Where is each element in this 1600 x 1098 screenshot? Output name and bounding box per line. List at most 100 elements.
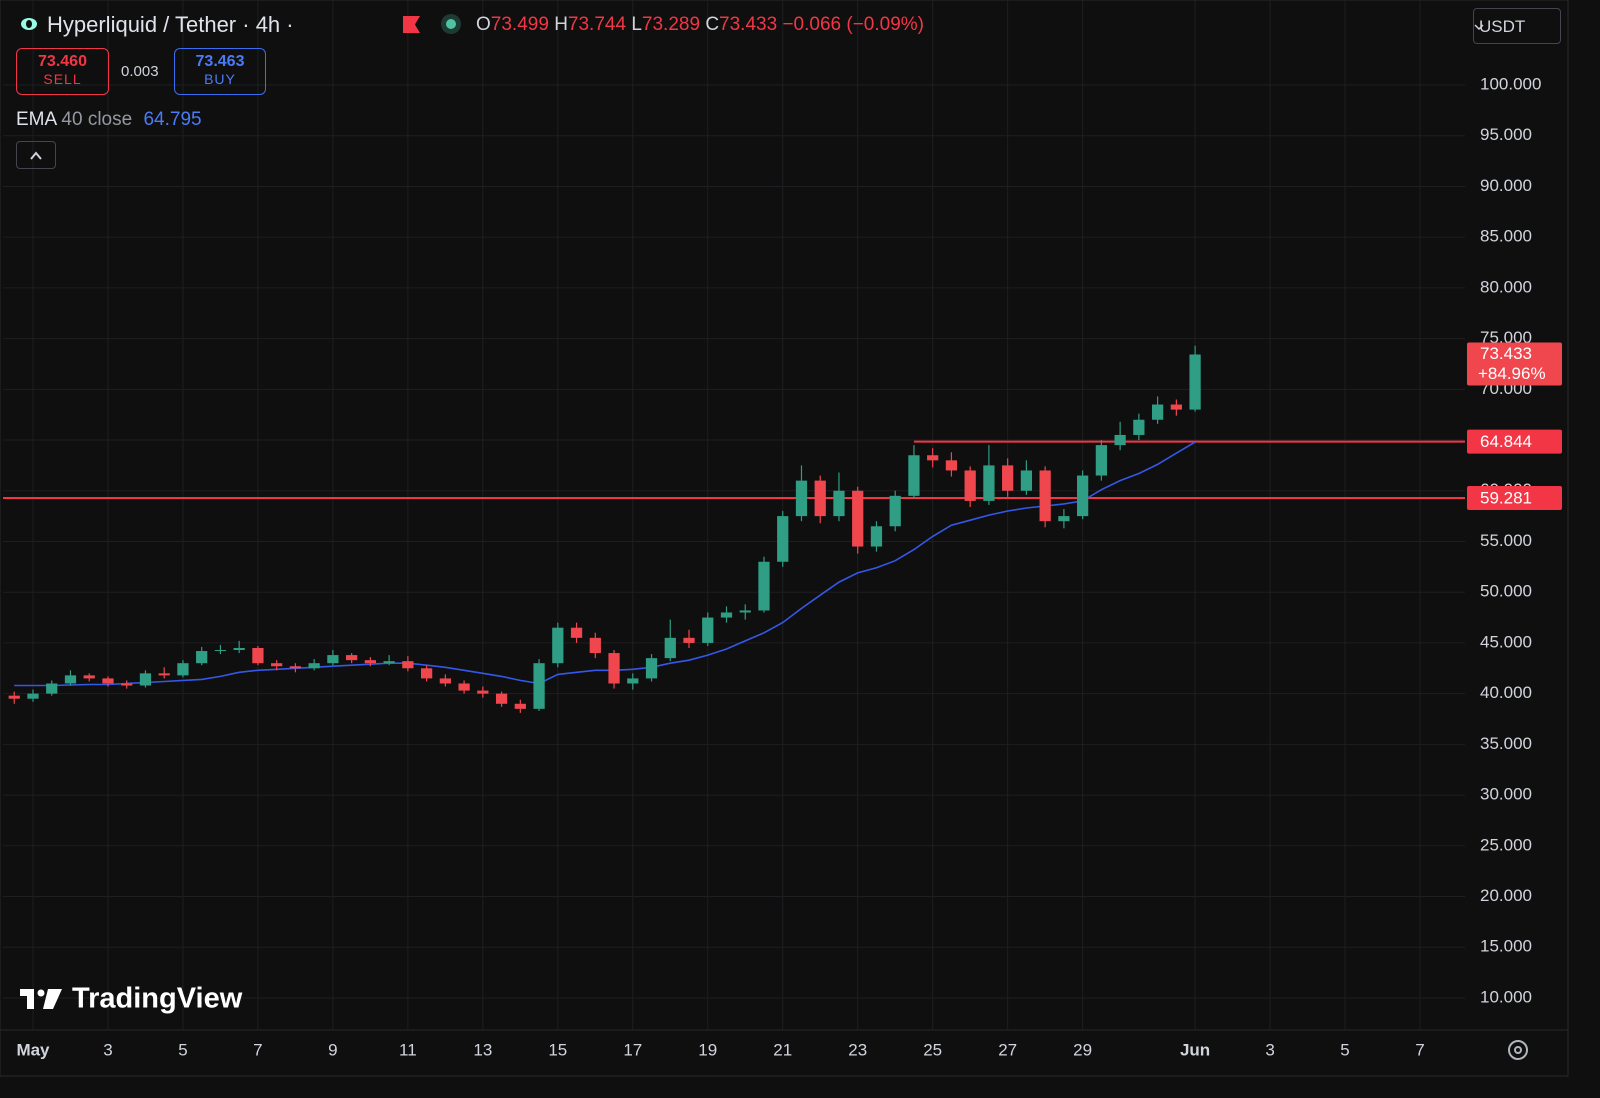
candle-body (739, 610, 751, 613)
x-tick-label: 13 (473, 1040, 492, 1059)
gear[interactable] (1508, 1040, 1528, 1060)
candle-body (889, 495, 901, 527)
y-tick-label: 35.000 (1480, 734, 1532, 753)
price-change: −0.066 (−0.09%) (782, 14, 924, 35)
indicator-value: 64.795 (143, 109, 202, 130)
level-tag-label: 59.281 (1480, 489, 1532, 508)
y-tick-label: 10.000 (1480, 987, 1532, 1006)
y-tick-label: 15.000 (1480, 937, 1532, 956)
candle-body (233, 647, 245, 651)
icon-shape (26, 20, 32, 28)
y-tick-label: 25.000 (1480, 835, 1532, 854)
candle-body (477, 690, 489, 694)
x-tick-label: 5 (1340, 1040, 1349, 1059)
candle-body (327, 655, 339, 664)
y-tick-label: 85.000 (1480, 227, 1532, 246)
candle-body (983, 465, 995, 501)
gear-hub (1514, 1046, 1522, 1054)
y-tick-label: 90.000 (1480, 176, 1532, 195)
arrow-line (1474, 24, 1484, 31)
plot (3, 345, 1465, 713)
ohlc-key: C (705, 14, 720, 35)
candle-body (177, 663, 189, 676)
level-tag-label: 64.844 (1480, 432, 1532, 451)
candle-body (1058, 516, 1070, 522)
ohlc-values: O73.499 H73.744 L73.289 C73.433 −0.066 (… (476, 14, 924, 36)
y-tick-label: 50.000 (1480, 582, 1532, 601)
flag-icon[interactable] (403, 16, 420, 33)
logo-part (37, 989, 45, 997)
candle-body (83, 675, 95, 679)
candle-body (1039, 470, 1051, 522)
candle-body (439, 678, 451, 684)
ohlc-value: 73.433 (719, 14, 778, 35)
sell-price: 73.460 (38, 53, 87, 70)
x-tick-label: 3 (103, 1040, 112, 1059)
level-tag (1467, 429, 1562, 454)
candle-body (552, 627, 564, 664)
x-tick-label: 21 (773, 1040, 792, 1059)
x-tick-label: 23 (848, 1040, 867, 1059)
candle-body (402, 661, 414, 669)
candle-body (271, 663, 283, 667)
logo-part (27, 989, 34, 1009)
last-price-label: 73.433 (1480, 344, 1532, 363)
ohlc-key: O (476, 14, 491, 35)
buy-label: BUY (204, 71, 236, 87)
candle-body (121, 683, 133, 686)
status-dot-inner (446, 19, 456, 29)
chevron (30, 151, 42, 160)
candle-body (964, 470, 976, 501)
x-tick-label: 15 (548, 1040, 567, 1059)
candle-body (1077, 475, 1089, 517)
candle-body (8, 695, 20, 699)
candle-body (458, 683, 470, 691)
symbol-icon (20, 13, 38, 35)
candle-body (1020, 470, 1033, 491)
ohlc-key: H (554, 14, 568, 35)
y-tick-label: 95.000 (1480, 125, 1532, 144)
candle-body (1002, 465, 1014, 491)
indicator-name: EMA (16, 109, 57, 130)
candle-body (495, 693, 508, 704)
sell-button[interactable]: 73.460 SELL (16, 48, 109, 95)
candle-body (102, 678, 114, 684)
candle-body (252, 647, 264, 664)
candle-body (664, 637, 676, 659)
symbol-title[interactable]: Hyperliquid / Tether · 4h · (47, 12, 294, 37)
candle-body (758, 561, 770, 611)
candle-body (608, 653, 620, 684)
candle-body (1095, 445, 1107, 476)
last-price-change: +84.96% (1478, 364, 1546, 383)
candle-body (927, 455, 939, 461)
x-tick-label: Jun (1180, 1040, 1210, 1059)
symbol-icon-svg (21, 18, 37, 30)
indicator-legend[interactable]: EMA 40 close 64.795 (16, 109, 202, 131)
candle-body (289, 666, 302, 669)
x-tick-label: 19 (698, 1040, 717, 1059)
x-tick-label: 27 (998, 1040, 1017, 1059)
candle-body (945, 460, 958, 471)
candle-body (533, 663, 545, 709)
candle-body (46, 683, 58, 694)
y-tick-label: 80.000 (1480, 277, 1532, 296)
logo-text: TradingView (72, 983, 243, 1015)
x-tick-label: 7 (253, 1040, 262, 1059)
candle-body (795, 480, 808, 517)
y-tick-label: 55.000 (1480, 531, 1532, 550)
x-tick-label: 3 (1265, 1040, 1274, 1059)
logo-part (43, 989, 62, 1009)
buy-button[interactable]: 73.463 BUY (174, 48, 266, 95)
settings-icon[interactable] (1508, 1040, 1528, 1060)
candle-body (1170, 404, 1182, 410)
x-tick-label: 7 (1415, 1040, 1424, 1059)
candle-body (589, 637, 601, 654)
candle-body (364, 660, 376, 664)
collapse-button[interactable] (16, 141, 56, 169)
candle-body (833, 490, 845, 517)
candle-body (702, 617, 714, 643)
candle-body (27, 693, 39, 699)
currency-select[interactable]: USDT (1473, 8, 1561, 44)
